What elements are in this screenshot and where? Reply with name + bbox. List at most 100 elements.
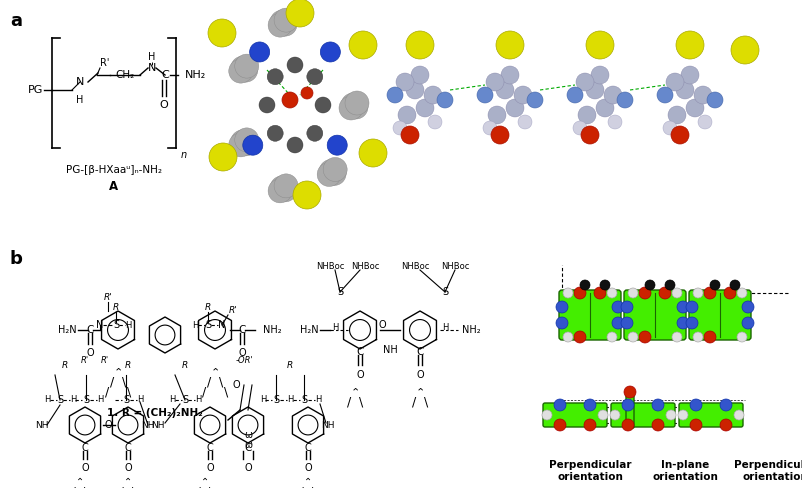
Text: C: C — [304, 443, 311, 453]
Text: H: H — [168, 395, 175, 405]
Circle shape — [627, 332, 638, 342]
Text: NH₂: NH₂ — [184, 70, 206, 80]
Text: Perpendicular: Perpendicular — [733, 460, 802, 470]
Text: NH: NH — [382, 345, 397, 355]
Circle shape — [709, 280, 719, 290]
Circle shape — [685, 317, 697, 329]
Text: \: \ — [209, 487, 213, 488]
Text: R': R' — [101, 356, 109, 365]
Text: C: C — [161, 70, 168, 80]
Circle shape — [273, 174, 298, 198]
Text: /: / — [105, 386, 109, 399]
Text: O: O — [104, 420, 111, 430]
Circle shape — [387, 87, 403, 103]
Circle shape — [676, 301, 688, 313]
Circle shape — [555, 317, 567, 329]
Text: ⌃: ⌃ — [304, 477, 312, 487]
Circle shape — [733, 410, 743, 420]
Circle shape — [562, 332, 573, 342]
Circle shape — [282, 92, 298, 108]
FancyBboxPatch shape — [558, 290, 620, 340]
Circle shape — [638, 331, 650, 343]
Text: S: S — [123, 395, 129, 405]
Circle shape — [555, 301, 567, 313]
Circle shape — [338, 96, 363, 120]
Circle shape — [562, 288, 573, 298]
Text: Perpendicular: Perpendicular — [548, 460, 630, 470]
Circle shape — [395, 73, 414, 91]
Text: \: \ — [132, 487, 136, 488]
Circle shape — [585, 81, 603, 99]
Text: H: H — [124, 321, 131, 329]
Text: H: H — [44, 395, 50, 405]
Circle shape — [620, 317, 632, 329]
Circle shape — [488, 106, 505, 124]
Text: C: C — [82, 443, 88, 453]
Text: R: R — [62, 361, 68, 370]
Text: CH₂: CH₂ — [115, 70, 134, 80]
Text: PG: PG — [27, 85, 43, 95]
Text: S: S — [273, 395, 279, 405]
Circle shape — [233, 58, 257, 82]
Text: /: / — [110, 375, 114, 388]
Circle shape — [286, 0, 314, 27]
Circle shape — [610, 410, 619, 420]
FancyBboxPatch shape — [678, 403, 742, 427]
Circle shape — [677, 410, 687, 420]
Circle shape — [573, 287, 585, 299]
Text: O: O — [160, 100, 168, 110]
Text: In-plane: In-plane — [660, 460, 708, 470]
Text: ⌃: ⌃ — [76, 477, 84, 487]
Circle shape — [411, 66, 428, 84]
Text: 1. R = (CH₂)₂NH₂: 1. R = (CH₂)₂NH₂ — [107, 408, 203, 418]
Text: \: \ — [127, 386, 131, 399]
Text: NH₂: NH₂ — [461, 325, 480, 335]
Circle shape — [692, 288, 702, 298]
Text: R: R — [205, 303, 211, 312]
Circle shape — [317, 163, 341, 186]
Text: /: / — [207, 375, 211, 388]
Circle shape — [662, 121, 676, 135]
Circle shape — [671, 288, 681, 298]
Text: /: / — [120, 487, 124, 488]
Text: S: S — [182, 395, 188, 405]
Text: orientation: orientation — [651, 472, 717, 482]
Text: R: R — [125, 361, 131, 370]
Text: ⌃: ⌃ — [210, 367, 220, 377]
Circle shape — [249, 42, 269, 62]
Text: R': R' — [229, 306, 237, 315]
Circle shape — [406, 31, 433, 59]
Circle shape — [500, 66, 518, 84]
Text: H: H — [76, 95, 83, 105]
Text: C: C — [206, 443, 213, 453]
Text: O: O — [378, 320, 385, 330]
Text: H: H — [70, 395, 76, 405]
Circle shape — [622, 419, 634, 431]
Circle shape — [665, 73, 683, 91]
Circle shape — [581, 126, 598, 144]
Circle shape — [685, 301, 697, 313]
Circle shape — [268, 179, 292, 203]
Text: S: S — [57, 395, 63, 405]
Text: N: N — [96, 320, 103, 330]
Circle shape — [513, 86, 532, 104]
Circle shape — [322, 158, 346, 182]
Circle shape — [638, 287, 650, 299]
Circle shape — [685, 99, 703, 117]
Circle shape — [526, 92, 542, 108]
Circle shape — [579, 280, 589, 290]
Text: N: N — [75, 77, 84, 87]
Circle shape — [575, 73, 593, 91]
Circle shape — [723, 287, 735, 299]
Circle shape — [273, 178, 297, 202]
Circle shape — [671, 332, 681, 342]
Circle shape — [597, 410, 607, 420]
Circle shape — [273, 12, 297, 36]
Circle shape — [286, 137, 302, 153]
Text: PG-[β-HXaaᵘ]ₙ-NH₂: PG-[β-HXaaᵘ]ₙ-NH₂ — [66, 165, 162, 175]
Circle shape — [651, 399, 663, 411]
Circle shape — [616, 92, 632, 108]
Text: O: O — [415, 370, 423, 380]
Text: O: O — [244, 463, 252, 473]
FancyBboxPatch shape — [610, 403, 674, 427]
